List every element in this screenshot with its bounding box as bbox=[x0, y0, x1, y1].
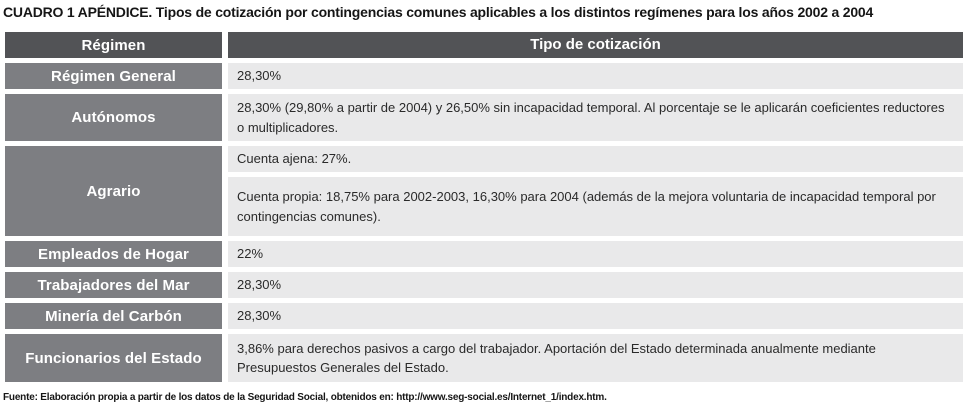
row-value: 28,30% bbox=[228, 63, 963, 89]
row-value-cuenta-ajena: Cuenta ajena: 27%. bbox=[228, 146, 963, 172]
row-value-group: Cuenta ajena: 27%. Cuenta propia: 18,75%… bbox=[228, 146, 963, 236]
source-note: Fuente: Elaboración propia a partir de l… bbox=[3, 392, 607, 403]
row-label: Autónomos bbox=[5, 94, 222, 141]
table-row-agrario: Agrario Cuenta ajena: 27%. Cuenta propia… bbox=[5, 146, 963, 236]
row-label: Agrario bbox=[5, 146, 222, 236]
table-row-mineria-carbon: Minería del Carbón 28,30% bbox=[5, 303, 963, 329]
row-value: 28,30% bbox=[228, 303, 963, 329]
row-label: Empleados de Hogar bbox=[5, 241, 222, 267]
row-label: Trabajadores del Mar bbox=[5, 272, 222, 298]
row-value: 22% bbox=[228, 241, 963, 267]
table-row-trabajadores-mar: Trabajadores del Mar 28,30% bbox=[5, 272, 963, 298]
row-value-cuenta-propia: Cuenta propia: 18,75% para 2002-2003, 16… bbox=[228, 177, 963, 236]
row-label: Minería del Carbón bbox=[5, 303, 222, 329]
row-label: Régimen General bbox=[5, 63, 222, 89]
table-row-regimen-general: Régimen General 28,30% bbox=[5, 63, 963, 89]
row-value: 3,86% para derechos pasivos a cargo del … bbox=[228, 334, 963, 382]
row-label: Funcionarios del Estado bbox=[5, 334, 222, 382]
table-row-autonomos: Autónomos 28,30% (29,80% a partir de 200… bbox=[5, 94, 963, 141]
column-header-tipo: Tipo de cotización bbox=[228, 32, 963, 58]
row-value: 28,30% (29,80% a partir de 2004) y 26,50… bbox=[228, 94, 963, 141]
table-row-funcionarios-estado: Funcionarios del Estado 3,86% para derec… bbox=[5, 334, 963, 382]
cotizacion-table: Régimen Tipo de cotización Régimen Gener… bbox=[5, 32, 963, 382]
table-header-row: Régimen Tipo de cotización bbox=[5, 32, 963, 58]
table-row-empleados-hogar: Empleados de Hogar 22% bbox=[5, 241, 963, 267]
column-header-regimen: Régimen bbox=[5, 32, 222, 58]
row-value: 28,30% bbox=[228, 272, 963, 298]
table-title: CUADRO 1 APÉNDICE. Tipos de cotización p… bbox=[3, 4, 874, 20]
